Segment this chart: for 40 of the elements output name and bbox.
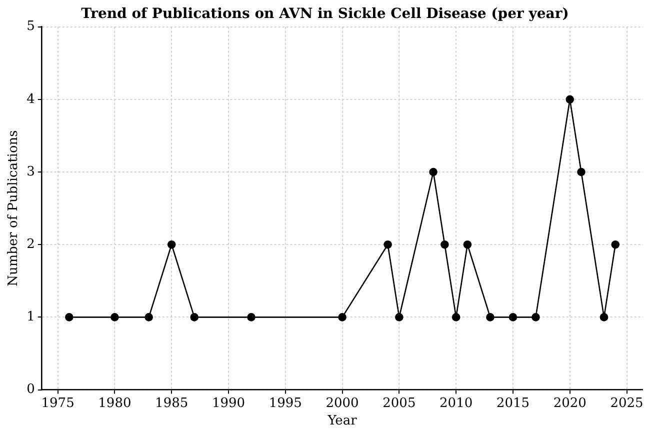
point: [577, 168, 586, 176]
point: [429, 168, 438, 176]
y-tick-label: 3: [26, 164, 35, 180]
x-axis-title: Year: [326, 414, 358, 429]
point: [110, 313, 119, 322]
point: [532, 313, 540, 322]
y-tick-label: 5: [26, 19, 35, 34]
point: [611, 240, 620, 249]
x-tick-label: 2025: [610, 396, 644, 411]
point: [566, 95, 574, 104]
x-tick-label: 1975: [41, 396, 74, 411]
y-tick-label: 4: [26, 92, 35, 107]
x-tick-label: 2015: [496, 396, 530, 411]
y-tick-label: 0: [26, 382, 35, 398]
point: [440, 240, 449, 249]
point: [65, 313, 74, 322]
x-tick-label: 1990: [212, 396, 246, 411]
point: [384, 240, 392, 249]
point: [190, 313, 199, 322]
x-tick-label: 1995: [268, 396, 302, 411]
point: [144, 313, 153, 322]
y-tick-label: 2: [26, 236, 35, 252]
point: [486, 313, 494, 322]
point: [338, 313, 346, 322]
chart-title: Trend of Publications on AVN in Sickle Cell Disease (per year): [81, 6, 569, 22]
x-tick-label: 1985: [155, 396, 188, 411]
y-axis-title: Number of Publications: [6, 130, 22, 286]
x-tick-label: 2005: [382, 396, 416, 411]
point: [600, 313, 608, 322]
point: [463, 240, 472, 249]
point: [247, 313, 256, 322]
point: [167, 240, 176, 249]
x-tick-label: 2010: [440, 396, 473, 411]
y-tick-label: 1: [26, 310, 35, 325]
x-tick-label: 1980: [98, 396, 132, 411]
x-tick-label: 2020: [553, 396, 586, 411]
point: [395, 313, 404, 322]
point: [508, 313, 518, 322]
point: [452, 313, 460, 322]
x-tick-label: 2000: [326, 396, 359, 411]
